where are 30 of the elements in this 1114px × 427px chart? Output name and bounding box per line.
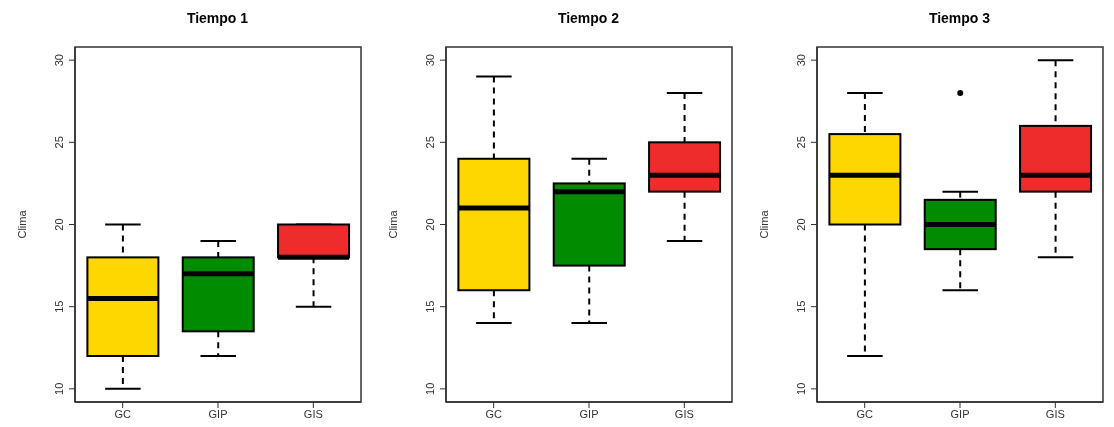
- chart-title: Tiempo 1: [185, 10, 250, 26]
- x-tick-label: GIS: [303, 407, 323, 420]
- y-tick-label: 10: [424, 382, 436, 395]
- y-tick-label: 25: [53, 136, 65, 149]
- x-tick-label: GC: [485, 407, 502, 420]
- y-tick-label: 30: [424, 54, 436, 67]
- x-tick-label: GIP: [579, 407, 599, 420]
- y-tick-label: 25: [795, 136, 807, 149]
- y-tick-label: 10: [53, 382, 65, 395]
- y-axis-title: Clima: [386, 209, 399, 239]
- y-tick-label: 30: [53, 54, 65, 67]
- y-tick-label: 15: [795, 300, 807, 313]
- x-tick-label: GIS: [1045, 407, 1065, 420]
- y-tick-label: 15: [53, 300, 65, 313]
- x-tick-label: GIP: [950, 407, 970, 420]
- y-tick-label: 25: [424, 136, 436, 149]
- y-tick-label: 20: [424, 218, 436, 231]
- y-tick-label: 20: [795, 218, 807, 231]
- x-tick-label: GIP: [208, 407, 228, 420]
- y-axis-title: Clima: [757, 209, 770, 239]
- y-tick-label: 10: [795, 382, 807, 395]
- x-tick-label: GC: [856, 407, 873, 420]
- y-tick-label: 20: [53, 218, 65, 231]
- y-tick-label: 30: [795, 54, 807, 67]
- y-axis-title: Clima: [15, 209, 28, 239]
- x-tick-label: GC: [114, 407, 131, 420]
- y-tick-label: 15: [424, 300, 436, 313]
- chart-title: Tiempo 2: [556, 10, 621, 26]
- chart-title: Tiempo 3: [927, 10, 992, 26]
- x-tick-label: GIS: [674, 407, 694, 420]
